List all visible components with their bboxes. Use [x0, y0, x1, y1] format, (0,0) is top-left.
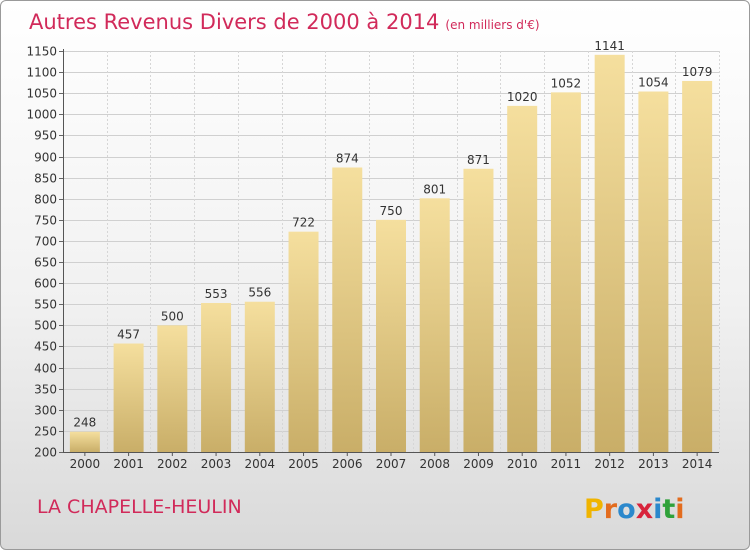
bar-value-label: 248 — [73, 416, 96, 430]
bar-value-label: 1020 — [507, 90, 538, 104]
bar-value-label: 1079 — [682, 65, 713, 79]
x-tick-label: 2005 — [288, 457, 319, 471]
bar — [332, 167, 363, 453]
logo-letter: P — [584, 494, 604, 525]
chart-unit: (en milliers d'€) — [445, 18, 540, 32]
logo-letter: r — [604, 494, 618, 525]
y-tick-label: 1150 — [26, 45, 57, 59]
y-tick-label: 800 — [34, 193, 57, 207]
bar — [594, 54, 625, 452]
y-tick-label: 200 — [34, 446, 57, 460]
y-tick-label: 500 — [34, 319, 57, 333]
bar — [69, 431, 100, 452]
x-tick-label: 2014 — [682, 457, 713, 471]
x-axis: 2000 2001 2002 2003 2004 2005 2006 2007 2008 2009… — [63, 452, 719, 471]
x-tick-label: 2007 — [376, 457, 407, 471]
x-tick-label: 2010 — [507, 457, 538, 471]
proxiti-logo: Proxiti — [584, 494, 685, 525]
x-tick-label: 2009 — [463, 457, 494, 471]
bar-value-label: 553 — [205, 287, 228, 301]
bar-value-label: 874 — [336, 152, 359, 166]
bar — [244, 301, 275, 452]
x-tick-label: 2001 — [113, 457, 144, 471]
bar — [638, 91, 669, 453]
chart-title-text: Autres Revenus Divers de 2000 à 2014 — [29, 10, 440, 34]
bar-value-label: 750 — [380, 204, 403, 218]
chart-title: Autres Revenus Divers de 2000 à 2014 (en … — [29, 10, 540, 34]
y-tick-label: 1000 — [26, 108, 57, 122]
y-tick-label: 300 — [34, 404, 57, 418]
proxiti-logo-text: Proxiti — [584, 494, 685, 525]
y-tick-label: 1050 — [26, 87, 57, 101]
bar — [419, 198, 450, 452]
bar-value-label: 801 — [423, 182, 446, 196]
bar — [288, 231, 319, 452]
bar — [113, 343, 144, 452]
bar-value-label: 722 — [292, 216, 315, 230]
x-tick-label: 2006 — [332, 457, 363, 471]
bar-value-label: 457 — [117, 328, 140, 342]
x-tick-label: 2011 — [551, 457, 582, 471]
x-tick-label: 2000 — [70, 457, 101, 471]
bar — [682, 80, 713, 452]
y-tick-label: 750 — [34, 214, 57, 228]
bar — [157, 325, 188, 452]
y-tick-label: 600 — [34, 277, 57, 291]
bar-value-label: 1054 — [638, 76, 669, 90]
bar — [550, 92, 581, 452]
y-tick-label: 550 — [34, 298, 57, 312]
y-tick-label: 950 — [34, 129, 57, 143]
bar-value-label: 556 — [248, 286, 271, 300]
y-tick-label: 250 — [34, 425, 57, 439]
x-tick-label: 2013 — [638, 457, 669, 471]
y-tick-label: 650 — [34, 256, 57, 270]
bar — [201, 302, 232, 452]
x-tick-label: 2008 — [419, 457, 450, 471]
y-tick-label: 850 — [34, 172, 57, 186]
logo-letter: x — [636, 494, 653, 525]
commune-name: LA CHAPELLE-HEULIN — [37, 496, 242, 518]
y-tick-label: 350 — [34, 383, 57, 397]
bar — [376, 219, 406, 452]
bar-value-label: 1052 — [551, 76, 582, 90]
bar-value-label: 500 — [161, 309, 184, 323]
logo-letter: o — [617, 494, 636, 525]
bar-value-label: 871 — [467, 153, 490, 167]
logo-letter: i — [653, 494, 662, 525]
y-tick-label: 1100 — [26, 66, 57, 80]
y-axis: 200 250 300 350 400 450 500 550 600 650 700 750 800 8… — [26, 45, 64, 460]
y-tick-label: 450 — [34, 340, 57, 354]
logo-letter: i — [675, 494, 684, 525]
x-tick-label: 2004 — [245, 457, 276, 471]
x-tick-label: 2012 — [594, 457, 625, 471]
x-tick-label: 2003 — [201, 457, 232, 471]
bars: 248 457 500 553 556 722 874 750 801 871 1020 1052 11… — [69, 39, 713, 453]
x-tick-label: 2002 — [157, 457, 188, 471]
logo-letter: t — [662, 494, 675, 525]
bar — [507, 105, 538, 452]
y-tick-label: 400 — [34, 362, 57, 376]
y-tick-label: 700 — [34, 235, 57, 249]
bar-value-label: 1141 — [594, 39, 625, 53]
y-tick-label: 900 — [34, 151, 57, 165]
bar — [463, 168, 494, 452]
